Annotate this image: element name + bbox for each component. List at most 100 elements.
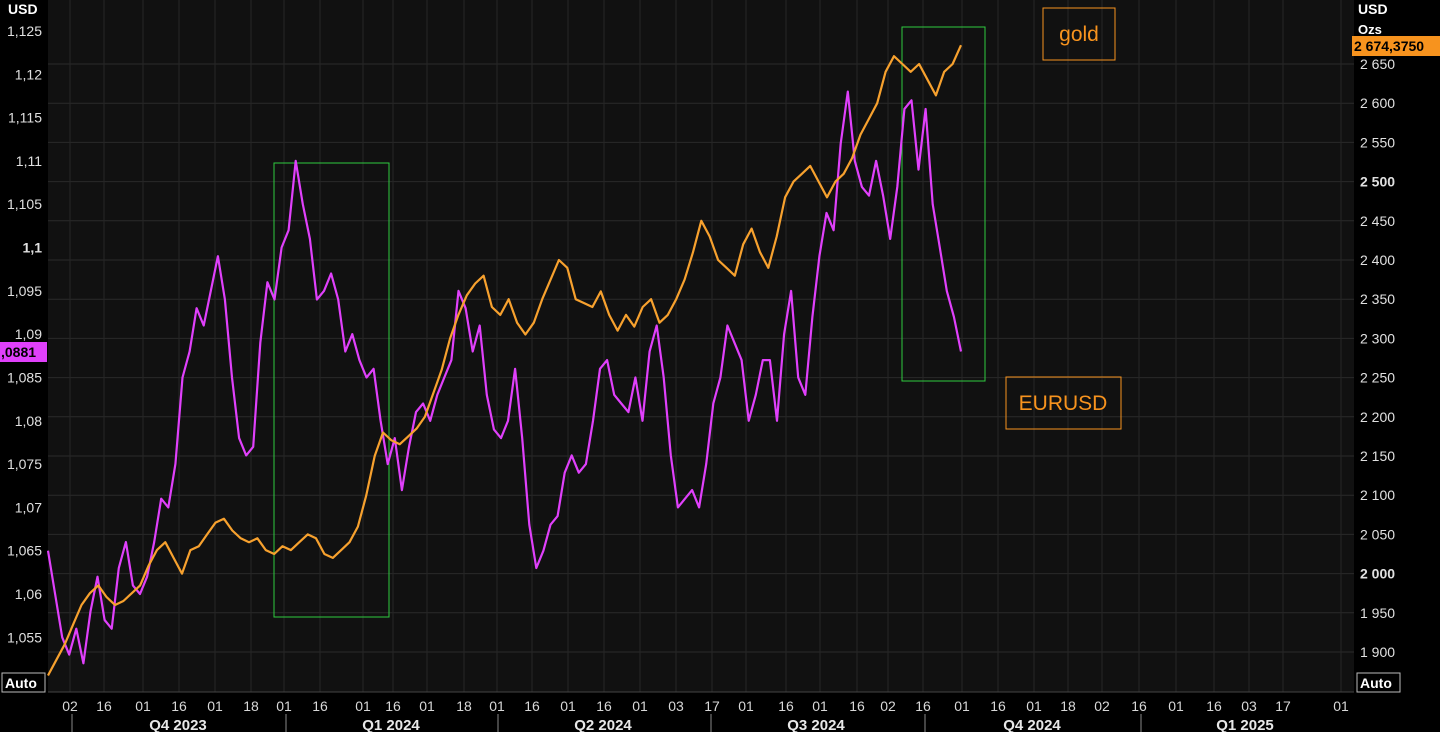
quarter-label: Q4 2024	[1003, 717, 1061, 732]
right-tick-label: 2 200	[1360, 409, 1395, 425]
left-tick-label: 1,08	[15, 413, 42, 429]
series-line-gold	[47, 44, 963, 677]
x-tick-label: 01	[207, 698, 223, 714]
left-tick-label: 1,125	[7, 23, 42, 39]
right-tick-label: 2 550	[1360, 134, 1395, 150]
plot-area[interactable]	[48, 0, 1354, 692]
right-tick-label: 2 400	[1360, 252, 1395, 268]
right-tick-label: 2 300	[1360, 330, 1395, 346]
x-tick-label: 16	[990, 698, 1006, 714]
x-tick-label: 01	[560, 698, 576, 714]
right-tick-label: 2 050	[1360, 526, 1395, 542]
quarter-label: Q1 2025	[1216, 717, 1274, 732]
x-tick-label: 01	[489, 698, 505, 714]
x-tick-label: 16	[171, 698, 187, 714]
svg-text:gold: gold	[1059, 23, 1099, 46]
left-tick-label: 1,12	[15, 66, 42, 82]
right-tick-label: 2 600	[1360, 95, 1395, 111]
gridlines	[48, 0, 1354, 692]
left-tick-label: 1,11	[16, 153, 42, 169]
series-line-eurusd	[46, 90, 963, 665]
right-tick-label: 2 000	[1360, 566, 1395, 582]
left-tick-label: 1,055	[7, 629, 42, 645]
x-tick-label: 17	[704, 698, 720, 714]
x-axis-day-ticks: 02 16 01 16 01 18 01 16 01 16 01 18 01 16 01 16 01 03 17 01…	[62, 698, 1349, 714]
x-tick-label: 01	[632, 698, 648, 714]
x-tick-label: 01	[419, 698, 435, 714]
x-tick-label: 02	[880, 698, 896, 714]
quarter-label: Q2 2024	[574, 717, 632, 732]
left-tick-label: 1,085	[7, 369, 42, 385]
x-tick-label: 01	[954, 698, 970, 714]
left-tick-label: 1,075	[7, 456, 42, 472]
x-tick-label: 16	[849, 698, 865, 714]
quarter-label: Q4 2023	[149, 717, 207, 732]
left-tick-label: 1,095	[7, 283, 42, 299]
x-tick-label: 18	[243, 698, 259, 714]
right-tick-label: 2 100	[1360, 487, 1395, 503]
x-tick-label: 01	[1026, 698, 1042, 714]
right-tick-label: 2 650	[1360, 56, 1395, 72]
highlight-box	[901, 26, 986, 382]
svg-text:Auto: Auto	[5, 675, 37, 691]
gold-annotation: gold	[1042, 7, 1116, 61]
x-tick-label: 02	[1094, 698, 1110, 714]
left-tick-label: 1,065	[7, 543, 42, 559]
right-axis-unit2: Ozs	[1358, 22, 1382, 37]
right-tick-label: 1 950	[1360, 605, 1395, 621]
right-tick-label: 2 150	[1360, 448, 1395, 464]
left-axis-unit: USD	[8, 1, 38, 17]
x-tick-label: 16	[1131, 698, 1147, 714]
svg-text:2 674,3750: 2 674,3750	[1354, 38, 1424, 54]
x-tick-label: 01	[738, 698, 754, 714]
x-tick-label: 01	[276, 698, 292, 714]
right-axis-ticks: 2 650 2 600 2 550 2 500 2 450 2 400 2 350 2 300…	[1360, 56, 1395, 660]
left-tick-label: 1,09	[15, 326, 42, 342]
x-axis-quarter-ticks: Q4 2023 Q1 2024 Q2 2024 Q3 2024 Q4 2024 Q1 20…	[48, 691, 1354, 732]
x-tick-label: 03	[1241, 698, 1257, 714]
left-auto-button[interactable]: Auto	[1, 672, 46, 693]
left-axis-ticks: 1,125 1,12 1,115 1,11 1,105 1,1 1,095 1,09 1,085…	[7, 23, 42, 645]
svg-text:Auto: Auto	[1360, 675, 1392, 691]
right-tick-label: 1 900	[1360, 644, 1395, 660]
x-tick-label: 18	[456, 698, 472, 714]
x-tick-label: 16	[385, 698, 401, 714]
highlight-boxes	[273, 26, 986, 618]
x-tick-label: 16	[596, 698, 612, 714]
eurusd-annotation: EURUSD	[1005, 376, 1122, 430]
x-tick-label: 18	[1060, 698, 1076, 714]
x-tick-label: 16	[524, 698, 540, 714]
x-tick-label: 16	[778, 698, 794, 714]
x-tick-label: 17	[1275, 698, 1291, 714]
svg-text:,0881: ,0881	[1, 344, 36, 360]
left-tick-label: 1,07	[15, 499, 42, 515]
right-auto-button[interactable]: Auto	[1356, 672, 1401, 693]
x-tick-label: 01	[1168, 698, 1184, 714]
left-tick-label: 1,115	[8, 110, 42, 126]
left-tick-label: 1,1	[23, 240, 43, 256]
x-tick-label: 01	[355, 698, 371, 714]
quarter-label: Q3 2024	[787, 717, 845, 732]
x-tick-label: 01	[135, 698, 151, 714]
x-tick-label: 16	[915, 698, 931, 714]
right-tick-label: 2 350	[1360, 291, 1395, 307]
x-tick-label: 01	[812, 698, 828, 714]
x-tick-label: 03	[668, 698, 684, 714]
right-tick-label: 2 500	[1360, 174, 1395, 190]
right-axis-unit: USD	[1358, 1, 1388, 17]
svg-text:EURUSD: EURUSD	[1019, 392, 1108, 415]
highlight-box	[273, 162, 390, 618]
quarter-label: Q1 2024	[362, 717, 420, 732]
right-last-value-tag: 2 674,3750	[1352, 36, 1440, 56]
right-tick-label: 2 250	[1360, 370, 1395, 386]
x-tick-label: 02	[62, 698, 78, 714]
right-tick-label: 2 450	[1360, 213, 1395, 229]
left-last-value-tag: ,0881	[0, 342, 47, 362]
left-tick-label: 1,105	[7, 196, 42, 212]
x-tick-label: 16	[1206, 698, 1222, 714]
left-tick-label: 1,06	[15, 586, 42, 602]
x-tick-label: 01	[1333, 698, 1349, 714]
x-tick-label: 16	[312, 698, 328, 714]
series-lines	[46, 44, 963, 677]
